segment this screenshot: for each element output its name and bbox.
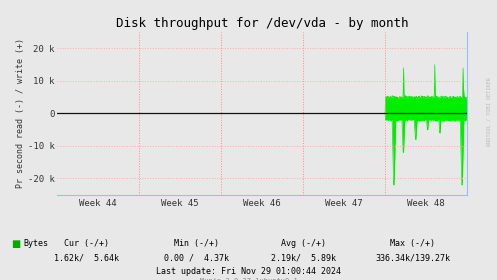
Text: Bytes: Bytes (24, 239, 49, 248)
Text: Avg (-/+): Avg (-/+) (281, 239, 326, 248)
Text: Max (-/+): Max (-/+) (390, 239, 435, 248)
Text: 2.19k/  5.89k: 2.19k/ 5.89k (271, 253, 335, 262)
Text: Last update: Fri Nov 29 01:00:44 2024: Last update: Fri Nov 29 01:00:44 2024 (156, 267, 341, 276)
Text: RRDTOOL / TOBI OETIKER: RRDTOOL / TOBI OETIKER (486, 78, 491, 146)
Text: ■: ■ (11, 239, 20, 249)
Text: Cur (-/+): Cur (-/+) (65, 239, 109, 248)
Y-axis label: Pr second read (-) / write (+): Pr second read (-) / write (+) (16, 38, 25, 188)
Text: 1.62k/  5.64k: 1.62k/ 5.64k (55, 253, 119, 262)
Text: 336.34k/139.27k: 336.34k/139.27k (375, 253, 450, 262)
Text: 0.00 /  4.37k: 0.00 / 4.37k (164, 253, 229, 262)
Text: Min (-/+): Min (-/+) (174, 239, 219, 248)
Text: Munin 2.0.37-1ubuntu0.1: Munin 2.0.37-1ubuntu0.1 (200, 278, 297, 280)
Title: Disk throughput for /dev/vda - by month: Disk throughput for /dev/vda - by month (116, 17, 409, 30)
